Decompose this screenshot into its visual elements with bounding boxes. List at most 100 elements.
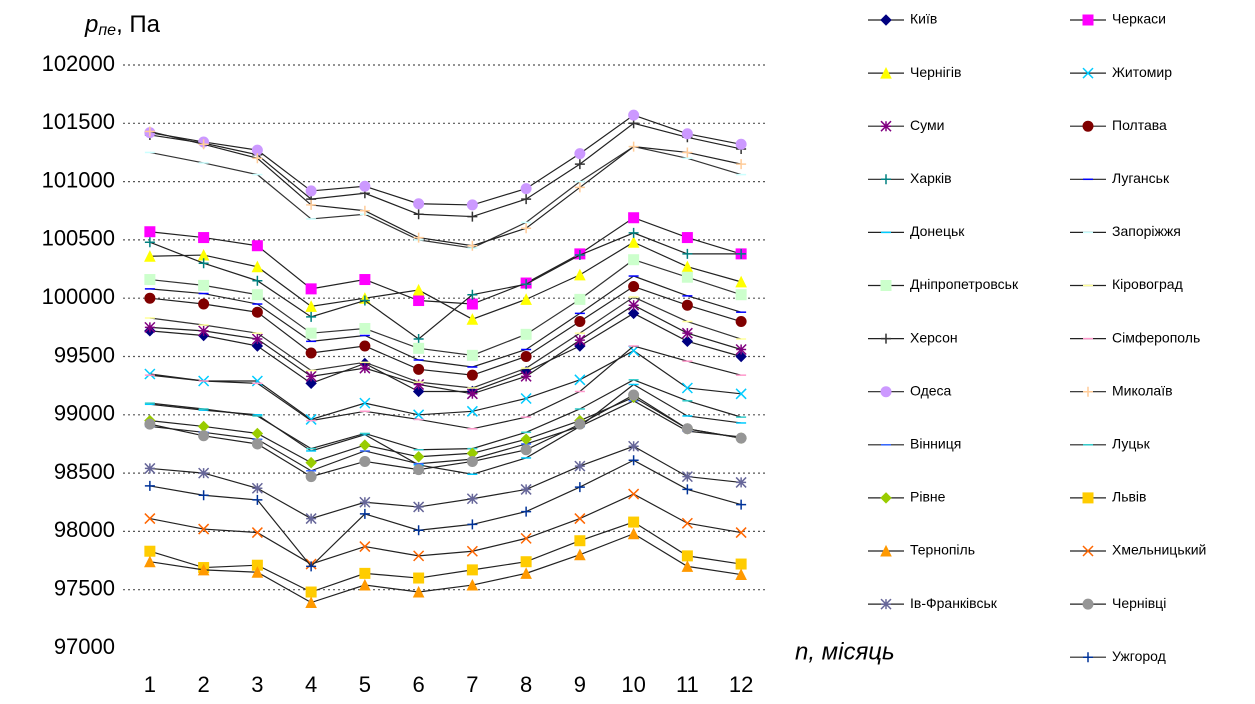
point bbox=[628, 281, 640, 293]
point bbox=[144, 513, 156, 525]
point bbox=[412, 385, 425, 398]
legend-label: Дніпропетровськ bbox=[910, 276, 1019, 292]
y-tick-label: 99000 bbox=[54, 401, 115, 426]
legend-symbol bbox=[1082, 67, 1094, 79]
point bbox=[198, 279, 210, 291]
point bbox=[735, 350, 747, 363]
point bbox=[628, 299, 640, 311]
legend-marker bbox=[880, 598, 892, 610]
legend-symbol bbox=[880, 598, 892, 610]
legend-label: Луцьк bbox=[1112, 436, 1151, 452]
x-tick-label: 8 bbox=[520, 672, 532, 697]
point bbox=[628, 440, 640, 452]
point bbox=[467, 289, 478, 300]
y-label-unit: , Па bbox=[116, 11, 161, 38]
legend-marker bbox=[880, 120, 892, 132]
legend-symbol bbox=[881, 174, 891, 185]
legend-marker bbox=[1082, 545, 1094, 557]
point bbox=[681, 335, 694, 348]
legend-marker bbox=[880, 14, 892, 26]
point bbox=[144, 237, 155, 248]
y-label-symbol: p bbox=[84, 11, 98, 38]
point bbox=[574, 268, 586, 281]
point bbox=[413, 209, 424, 220]
point bbox=[466, 349, 478, 361]
point bbox=[681, 128, 693, 140]
y-tick-label: 98500 bbox=[54, 459, 115, 484]
y-axis-label: pпе, Па bbox=[84, 11, 161, 39]
point bbox=[144, 368, 156, 380]
legend-symbol bbox=[1082, 492, 1094, 504]
series-line bbox=[149, 445, 742, 520]
legend-marker bbox=[880, 544, 892, 557]
point bbox=[198, 467, 210, 479]
point bbox=[306, 561, 317, 572]
series-line bbox=[149, 285, 742, 376]
x-tick-label: 10 bbox=[621, 672, 645, 697]
point bbox=[466, 564, 478, 576]
point bbox=[144, 555, 156, 568]
point bbox=[359, 180, 371, 192]
legend-marker bbox=[1082, 598, 1094, 610]
x-tick-label: 3 bbox=[251, 672, 263, 697]
legend-label: Одеса bbox=[910, 382, 952, 398]
legend-symbol bbox=[1082, 598, 1094, 610]
legend-label: Херсон bbox=[910, 329, 958, 345]
point bbox=[735, 388, 747, 400]
series-line bbox=[149, 232, 742, 340]
point bbox=[413, 525, 424, 536]
series-line bbox=[149, 459, 742, 568]
point bbox=[574, 548, 586, 561]
point bbox=[359, 455, 371, 467]
point bbox=[520, 370, 532, 382]
point bbox=[735, 343, 747, 356]
point bbox=[144, 226, 156, 238]
legend-marker bbox=[881, 174, 891, 185]
point bbox=[466, 298, 478, 310]
point bbox=[521, 506, 532, 517]
point bbox=[681, 260, 694, 273]
point bbox=[574, 182, 585, 193]
point bbox=[306, 311, 317, 322]
point bbox=[359, 496, 371, 508]
point bbox=[681, 423, 693, 435]
point bbox=[574, 535, 586, 547]
point bbox=[574, 334, 586, 346]
series-line bbox=[149, 533, 742, 604]
point bbox=[413, 232, 424, 243]
point bbox=[251, 438, 263, 450]
point bbox=[574, 293, 586, 305]
point bbox=[574, 250, 585, 261]
point bbox=[682, 147, 693, 158]
series-line bbox=[149, 304, 742, 395]
point bbox=[413, 363, 425, 375]
legend-label: Ужгород bbox=[1112, 648, 1166, 664]
point bbox=[251, 306, 263, 318]
point bbox=[305, 327, 317, 339]
point bbox=[305, 300, 317, 312]
point bbox=[574, 148, 586, 160]
point bbox=[359, 295, 370, 306]
point bbox=[521, 223, 532, 234]
x-tick-label: 9 bbox=[574, 672, 586, 697]
legend-label: Вінниця bbox=[910, 436, 961, 452]
point bbox=[412, 585, 425, 598]
point bbox=[305, 370, 317, 382]
point bbox=[520, 183, 532, 195]
point bbox=[144, 545, 156, 557]
series-line bbox=[149, 493, 742, 565]
point bbox=[144, 250, 156, 262]
point bbox=[681, 232, 693, 244]
point bbox=[359, 205, 370, 216]
legend-label: Чернігів bbox=[910, 64, 961, 80]
point bbox=[466, 578, 479, 591]
legend-symbol bbox=[880, 66, 892, 79]
x-tick-label: 1 bbox=[144, 672, 156, 697]
x-tick-label: 12 bbox=[729, 672, 753, 697]
legend-label: Житомир bbox=[1112, 64, 1172, 80]
y-tick-label: 101500 bbox=[42, 109, 115, 134]
series-line bbox=[149, 145, 742, 249]
point bbox=[412, 283, 425, 296]
point bbox=[520, 483, 532, 495]
series-line bbox=[149, 275, 742, 368]
